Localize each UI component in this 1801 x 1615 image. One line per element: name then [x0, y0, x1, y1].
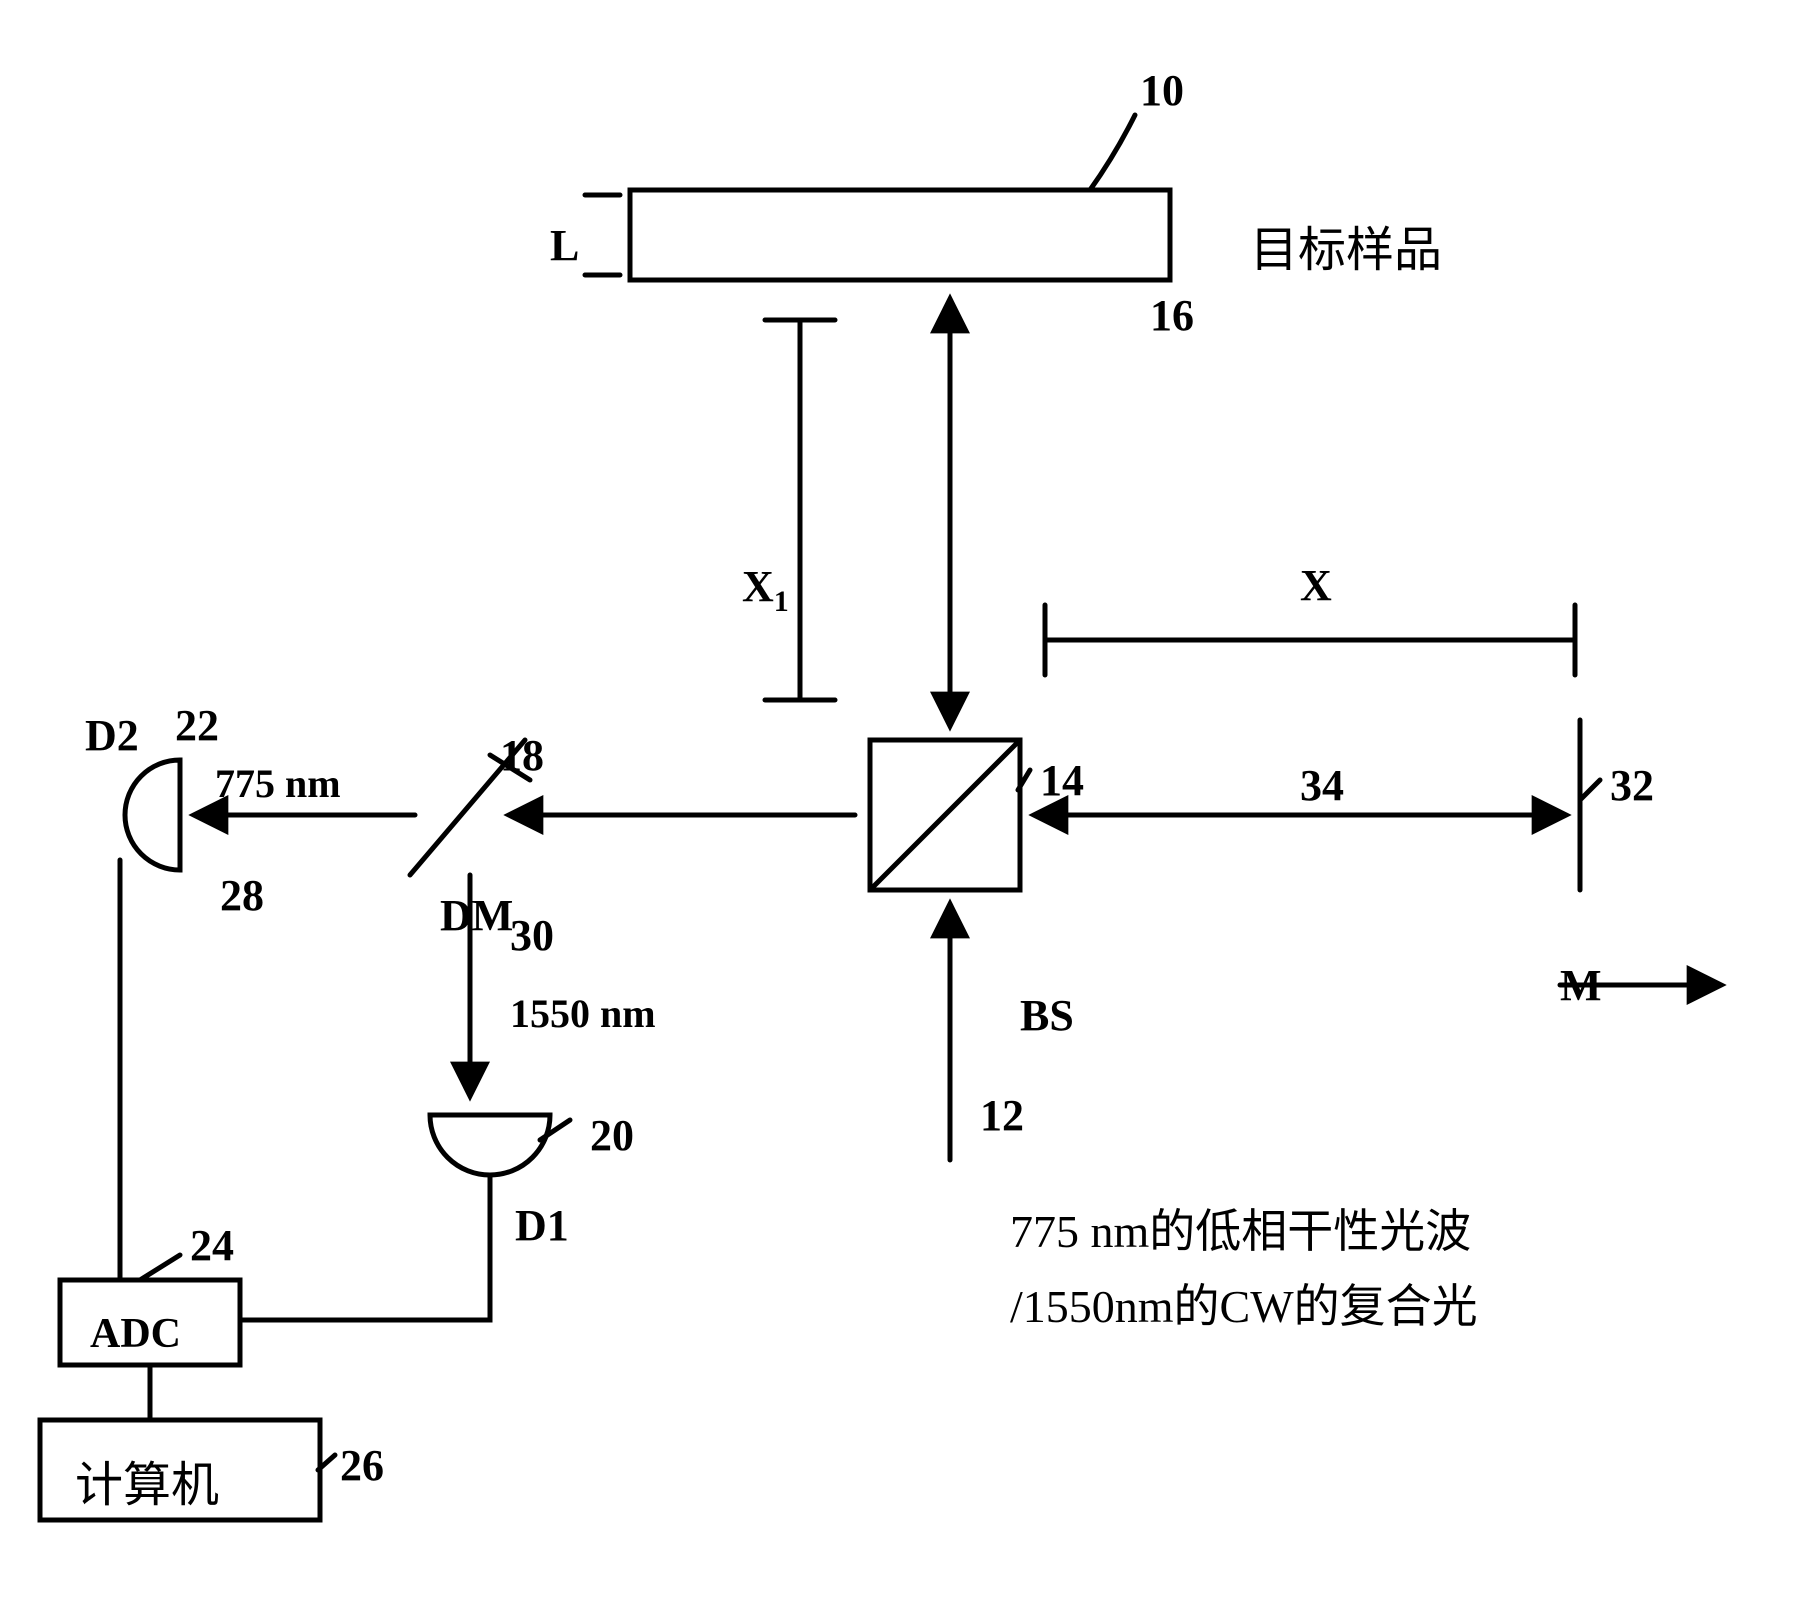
label-ref-24: 24 [190, 1220, 234, 1271]
label-ref-34: 34 [1300, 760, 1344, 811]
label-X1: X1 [720, 510, 789, 619]
label-X1-pre: X [742, 562, 774, 611]
label-D1: D1 [515, 1200, 569, 1251]
label-BS: BS [1020, 990, 1074, 1041]
label-DM: DM [440, 890, 513, 941]
target-box [630, 190, 1170, 280]
label-ref-20: 20 [590, 1110, 634, 1161]
label-ref-16: 16 [1150, 290, 1194, 341]
detector-d1 [430, 1115, 550, 1175]
label-computer: 计算机 [75, 1445, 219, 1515]
label-L: L [550, 220, 579, 271]
label-X1-sub: 1 [774, 585, 789, 618]
label-ref-22: 22 [175, 700, 219, 751]
label-1550: 1550 nm [510, 990, 656, 1037]
bs-diagonal [870, 740, 1020, 890]
label-D2: D2 [85, 710, 139, 761]
label-ref-32: 32 [1610, 760, 1654, 811]
diagram-canvas: 10 16 目标样品 L X1 X 14 34 32 M BS 12 18 DM… [20, 20, 1801, 1595]
label-775: 775 nm [215, 760, 341, 807]
label-ADC: ADC [90, 1310, 181, 1358]
label-ref-14: 14 [1040, 755, 1084, 806]
wire-d1-adc [240, 1175, 490, 1320]
label-source-line1: 775 nm的低相干性光波 [1010, 1195, 1471, 1261]
label-X: X [1300, 560, 1332, 611]
detector-d2 [125, 760, 180, 870]
label-ref-10: 10 [1140, 65, 1184, 116]
leader-10 [1090, 115, 1135, 190]
label-M: M [1560, 960, 1602, 1011]
diagram-svg [20, 20, 1801, 1595]
leader-24 [140, 1255, 180, 1280]
leader-32 [1580, 780, 1600, 800]
label-ref-26: 26 [340, 1440, 384, 1491]
label-ref-12: 12 [980, 1090, 1024, 1141]
label-ref-28: 28 [220, 870, 264, 921]
label-ref-30: 30 [510, 910, 554, 961]
label-target: 目标样品 [1250, 210, 1442, 280]
label-ref-18: 18 [500, 730, 544, 781]
label-source-line2: /1550nm的CW的复合光 [1010, 1270, 1478, 1336]
